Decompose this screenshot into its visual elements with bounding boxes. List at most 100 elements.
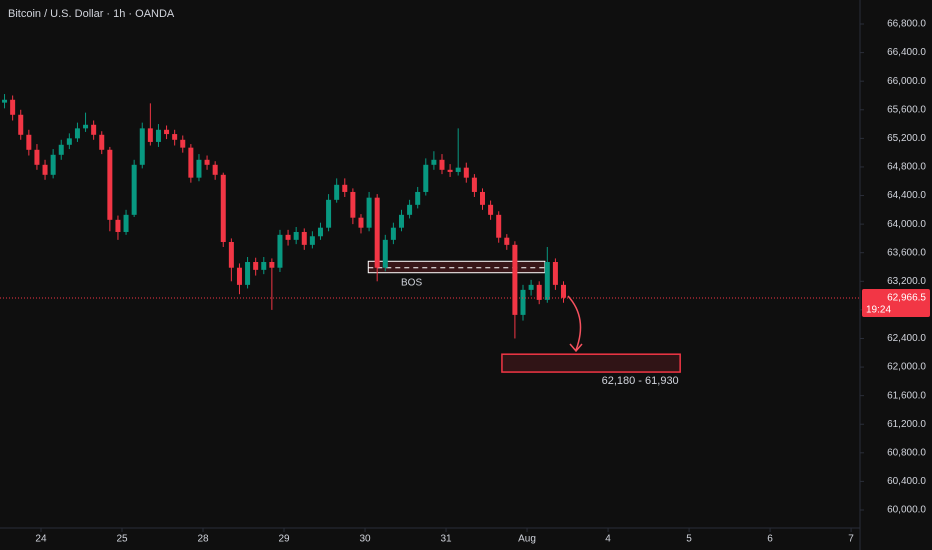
x-tick-label: 6: [767, 534, 773, 545]
candle-body: [512, 244, 518, 315]
candle-body: [131, 164, 137, 215]
candle-body: [528, 284, 534, 290]
candle-body: [277, 234, 283, 268]
candle-body: [155, 129, 161, 142]
y-tick-label: 64,000.0: [887, 219, 926, 230]
candle-body: [99, 134, 105, 150]
y-tick-label: 65,600.0: [887, 104, 926, 115]
candle-body: [423, 164, 429, 192]
y-tick-label: 63,200.0: [887, 276, 926, 287]
candle-body: [42, 164, 48, 175]
candle-body: [147, 128, 153, 142]
y-tick-label: 64,800.0: [887, 162, 926, 173]
candle-body: [228, 241, 234, 268]
y-tick-label: 61,200.0: [887, 419, 926, 430]
arrow: [567, 295, 582, 351]
chart-title: Bitcoin / U.S. Dollar · 1h · OANDA: [8, 8, 175, 20]
price-tag: [862, 288, 930, 317]
y-tick-label: 64,400.0: [887, 190, 926, 201]
candle-body: [431, 159, 437, 165]
candle-body: [83, 124, 89, 129]
candle-body: [196, 159, 202, 178]
candle-body: [447, 169, 453, 172]
candle-body: [326, 199, 332, 228]
y-tick-label: 62,000.0: [887, 362, 926, 373]
candle-body: [74, 128, 80, 139]
y-tick-label: 60,400.0: [887, 476, 926, 487]
candle-body: [520, 289, 526, 315]
candle-body: [398, 214, 404, 228]
candle-body: [253, 261, 259, 270]
candle-body: [301, 231, 307, 245]
candle-body: [309, 236, 315, 245]
candle-body: [91, 124, 97, 135]
candle-body: [115, 219, 121, 232]
price-tag-label: 62,966.5: [887, 293, 926, 304]
x-tick-label: Aug: [518, 534, 536, 545]
bos-label: BOS: [401, 277, 422, 288]
x-tick-label: 28: [197, 534, 209, 545]
candle-body: [204, 159, 210, 165]
candle-body: [261, 261, 267, 270]
y-tick-label: 62,400.0: [887, 333, 926, 344]
x-tick-label: 4: [605, 534, 611, 545]
candle-body: [455, 167, 461, 172]
candle-body: [2, 99, 8, 103]
candle-body: [374, 197, 380, 268]
x-tick-label: 30: [359, 534, 371, 545]
candle-body: [164, 129, 170, 135]
candle-body: [172, 134, 178, 140]
candle-body: [245, 261, 251, 285]
candle-body: [544, 261, 550, 300]
arrow-head: [569, 343, 583, 353]
x-tick-label: 29: [278, 534, 290, 545]
y-tick-label: 65,200.0: [887, 133, 926, 144]
candle-body: [285, 234, 291, 240]
candle-body: [536, 284, 542, 300]
y-tick-label: 66,400.0: [887, 47, 926, 58]
candle-body: [382, 239, 388, 268]
target-label: 62,180 - 61,930: [602, 375, 679, 387]
candle-body: [139, 128, 145, 165]
candle-body: [269, 261, 275, 268]
candle-body: [366, 197, 372, 228]
candle-body: [220, 174, 226, 242]
candle-body: [10, 99, 16, 115]
candle-body: [293, 231, 299, 240]
y-tick-label: 61,600.0: [887, 390, 926, 401]
bos-zone: [367, 260, 546, 274]
candle-body: [212, 164, 218, 175]
candle-body: [415, 191, 421, 205]
candle-body: [34, 149, 40, 165]
candle-body: [334, 184, 340, 200]
candle-body: [26, 134, 32, 150]
y-tick-label: 66,800.0: [887, 19, 926, 30]
candle-body: [107, 149, 113, 220]
candle-body: [180, 139, 186, 148]
candle-body: [552, 261, 558, 285]
y-tick-label: 63,600.0: [887, 247, 926, 258]
candle-body: [488, 204, 494, 215]
candle-body: [358, 217, 364, 228]
candle-body: [58, 144, 64, 155]
x-tick-label: 31: [440, 534, 452, 545]
candle-body: [123, 214, 129, 232]
candle-body: [66, 138, 72, 145]
y-tick-label: 60,800.0: [887, 447, 926, 458]
target-zone: [501, 353, 681, 373]
candle-body: [439, 159, 445, 170]
candle-body: [390, 227, 396, 240]
candle-body: [463, 167, 469, 178]
candle-body: [479, 191, 485, 205]
candle-body: [50, 154, 56, 175]
candle-body: [504, 237, 510, 245]
candle-body: [236, 267, 242, 285]
candle-body: [407, 204, 413, 215]
x-tick-label: 24: [35, 534, 47, 545]
y-tick-label: 66,000.0: [887, 76, 926, 87]
candle-body: [188, 147, 194, 178]
candle-body: [342, 184, 348, 192]
y-tick-label: 60,000.0: [887, 505, 926, 516]
candle-body: [496, 214, 502, 238]
